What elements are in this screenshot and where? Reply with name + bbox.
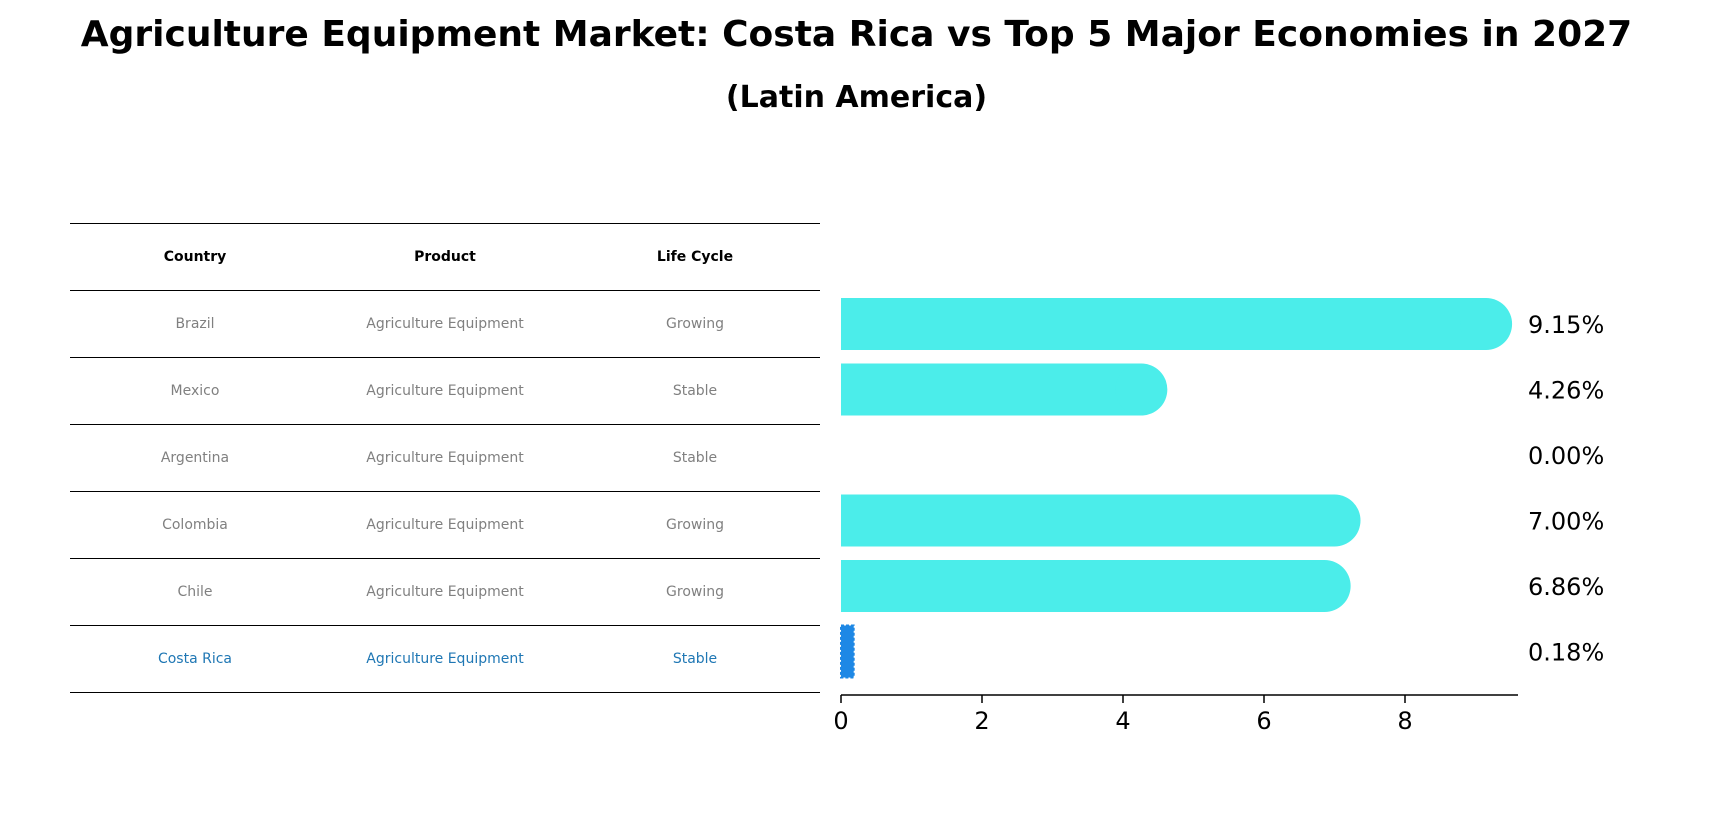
chart-subtitle: (Latin America) xyxy=(725,80,988,115)
bar-value-label: 0.18% xyxy=(1528,639,1604,667)
bar-value-label: 4.26% xyxy=(1528,377,1604,405)
bar-value-label: 0.00% xyxy=(1528,442,1604,470)
bar-value-label: 9.15% xyxy=(1528,311,1604,339)
header-country: Country xyxy=(163,249,227,265)
cell-life-cycle: Stable xyxy=(672,450,718,466)
bar xyxy=(841,494,1335,547)
cell-product: Agriculture Equipment xyxy=(366,316,524,332)
table-row-highlight: Costa Rica Agriculture Equipment Stable xyxy=(70,625,820,693)
header-product: Product xyxy=(414,249,476,265)
cell-country: Colombia xyxy=(162,517,228,533)
bar-cap xyxy=(1460,298,1513,350)
x-tick-label: 4 xyxy=(1115,707,1130,735)
cell-country: Argentina xyxy=(160,450,230,466)
data-table: Country Product Life Cycle Brazil Agricu… xyxy=(70,223,820,693)
cell-life-cycle: Growing xyxy=(666,316,724,332)
table-header-row: Country Product Life Cycle xyxy=(70,223,820,290)
cell-product: Agriculture Equipment xyxy=(366,584,524,600)
bar-cap xyxy=(1308,494,1361,547)
chart-title: Agriculture Equipment Market: Costa Rica… xyxy=(80,14,1633,55)
cell-country: Mexico xyxy=(170,383,220,399)
x-tick-label: 0 xyxy=(833,707,848,735)
bar xyxy=(841,560,1325,612)
x-tick-label: 2 xyxy=(974,707,989,735)
bar xyxy=(840,624,855,679)
cell-product: Agriculture Equipment xyxy=(366,383,524,399)
table-row: Chile Agriculture Equipment Growing xyxy=(70,558,820,625)
cell-life-cycle: Stable xyxy=(672,651,718,667)
cell-life-cycle: Growing xyxy=(666,517,724,533)
cell-product: Agriculture Equipment xyxy=(366,651,524,667)
table-row: Mexico Agriculture Equipment Stable xyxy=(70,357,820,424)
bar xyxy=(841,363,1142,416)
bar-value-label: 6.86% xyxy=(1528,573,1604,601)
bar-cap xyxy=(1298,560,1351,612)
x-tick-label: 8 xyxy=(1397,707,1412,735)
cell-product: Agriculture Equipment xyxy=(366,450,524,466)
table-row: Argentina Agriculture Equipment Stable xyxy=(70,424,820,491)
cell-country: Chile xyxy=(177,584,213,600)
bar-value-label: 7.00% xyxy=(1528,508,1604,536)
cell-life-cycle: Stable xyxy=(672,383,718,399)
table-row: Brazil Agriculture Equipment Growing xyxy=(70,290,820,357)
cell-life-cycle: Growing xyxy=(666,584,724,600)
x-tick-label: 6 xyxy=(1256,707,1271,735)
header-life-cycle: Life Cycle xyxy=(656,249,734,265)
bar-cap xyxy=(1115,363,1168,416)
table-row: Colombia Agriculture Equipment Growing xyxy=(70,491,820,558)
cell-country: Costa Rica xyxy=(157,651,233,667)
bar xyxy=(841,298,1487,350)
cell-country: Brazil xyxy=(175,316,215,332)
cell-product: Agriculture Equipment xyxy=(366,517,524,533)
